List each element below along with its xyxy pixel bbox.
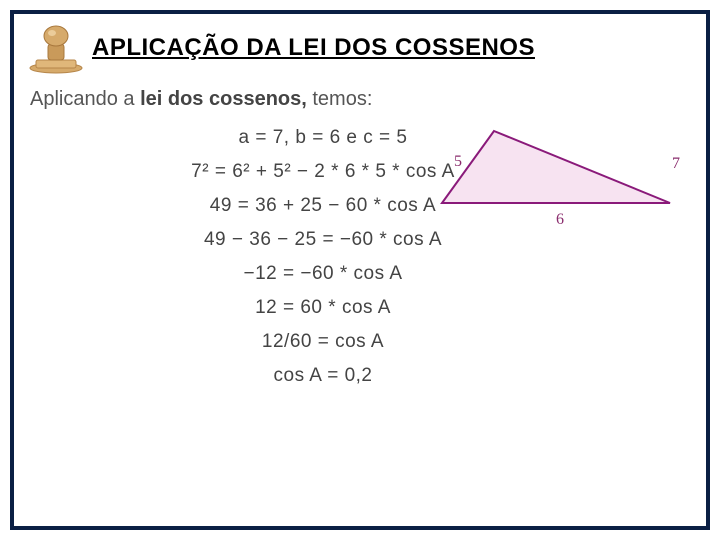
equation-line: 49 = 36 + 25 − 60 * cos A bbox=[210, 195, 436, 217]
equation-line: 7² = 6² + 5² − 2 * 6 * 5 * cos A bbox=[191, 161, 455, 183]
header: APLICAÇÃO DA LEI DOS COSSENOS bbox=[28, 22, 692, 74]
equation-line: −12 = −60 * cos A bbox=[243, 263, 402, 285]
equation-line: cos A = 0,2 bbox=[274, 365, 373, 387]
intro-text: Aplicando a lei dos cossenos, temos: bbox=[30, 88, 692, 111]
slide-frame: APLICAÇÃO DA LEI DOS COSSENOS Aplicando … bbox=[10, 10, 710, 530]
intro-bold: lei dos cossenos, bbox=[140, 88, 307, 110]
intro-suffix: temos: bbox=[307, 88, 373, 110]
intro-prefix: Aplicando a bbox=[30, 88, 140, 110]
equation-line: 49 − 36 − 25 = −60 * cos A bbox=[204, 229, 442, 251]
page-title: APLICAÇÃO DA LEI DOS COSSENOS bbox=[92, 34, 535, 62]
triangle-diagram: 5 7 6 bbox=[432, 123, 682, 243]
equation-line: 12 = 60 * cos A bbox=[255, 297, 391, 319]
triangle-side-c: 6 bbox=[556, 211, 564, 229]
triangle-side-a: 5 bbox=[454, 153, 462, 171]
equation-line: 12/60 = cos A bbox=[262, 331, 384, 353]
stamp-icon bbox=[28, 22, 88, 74]
equation-line: a = 7, b = 6 e c = 5 bbox=[239, 127, 408, 149]
content-area: 5 7 6 a = 7, b = 6 e c = 5 7² = 6² + 5² … bbox=[28, 127, 692, 387]
triangle-side-b: 7 bbox=[672, 155, 680, 173]
